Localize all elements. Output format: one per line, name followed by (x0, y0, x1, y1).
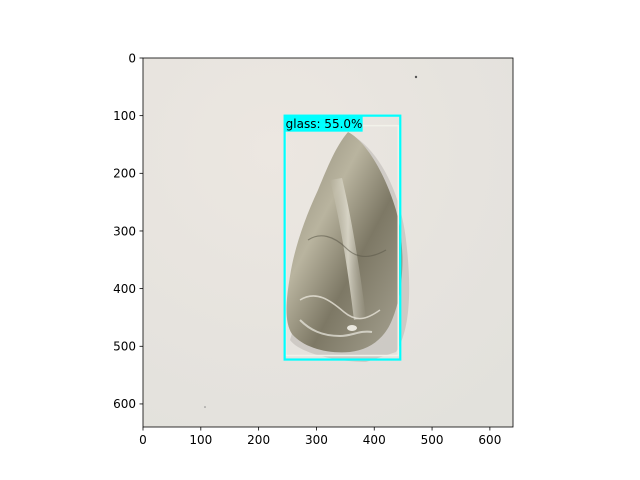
y-tick-label: 200 (113, 167, 136, 181)
y-tick-label: 300 (113, 224, 136, 238)
foil-crease-3 (299, 319, 373, 338)
y-tick-label: 0 (128, 51, 136, 65)
x-axis: 0 100 200 300 400 500 600 (139, 427, 501, 447)
y-tick-label: 400 (113, 282, 136, 296)
x-tick-label: 300 (305, 433, 328, 447)
x-tick-label: 0 (139, 433, 147, 447)
detections: glass: 55.0% (283, 114, 402, 361)
detection-label: glass: 55.0% (286, 117, 363, 131)
dust-speck (414, 75, 418, 79)
foil-glint (347, 325, 357, 331)
foil-highlight (330, 178, 366, 320)
x-tick-label: 400 (363, 433, 386, 447)
x-tick-label: 100 (189, 433, 212, 447)
photo: glass: 55.0% (143, 58, 513, 427)
axes-frame (142, 57, 514, 428)
y-tick-label: 100 (113, 109, 136, 123)
y-axis: 0 100 200 300 400 500 600 (113, 51, 143, 411)
x-tick-label: 500 (421, 433, 444, 447)
dust-speck (204, 406, 206, 408)
foil-crease-1 (299, 295, 381, 320)
detection-label-bg (284, 115, 363, 132)
x-tick-label: 200 (247, 433, 270, 447)
x-tick-label: 600 (478, 433, 501, 447)
y-tick-label: 500 (113, 340, 136, 354)
foil-crease-2 (307, 235, 387, 258)
y-tick-label: 600 (113, 397, 136, 411)
